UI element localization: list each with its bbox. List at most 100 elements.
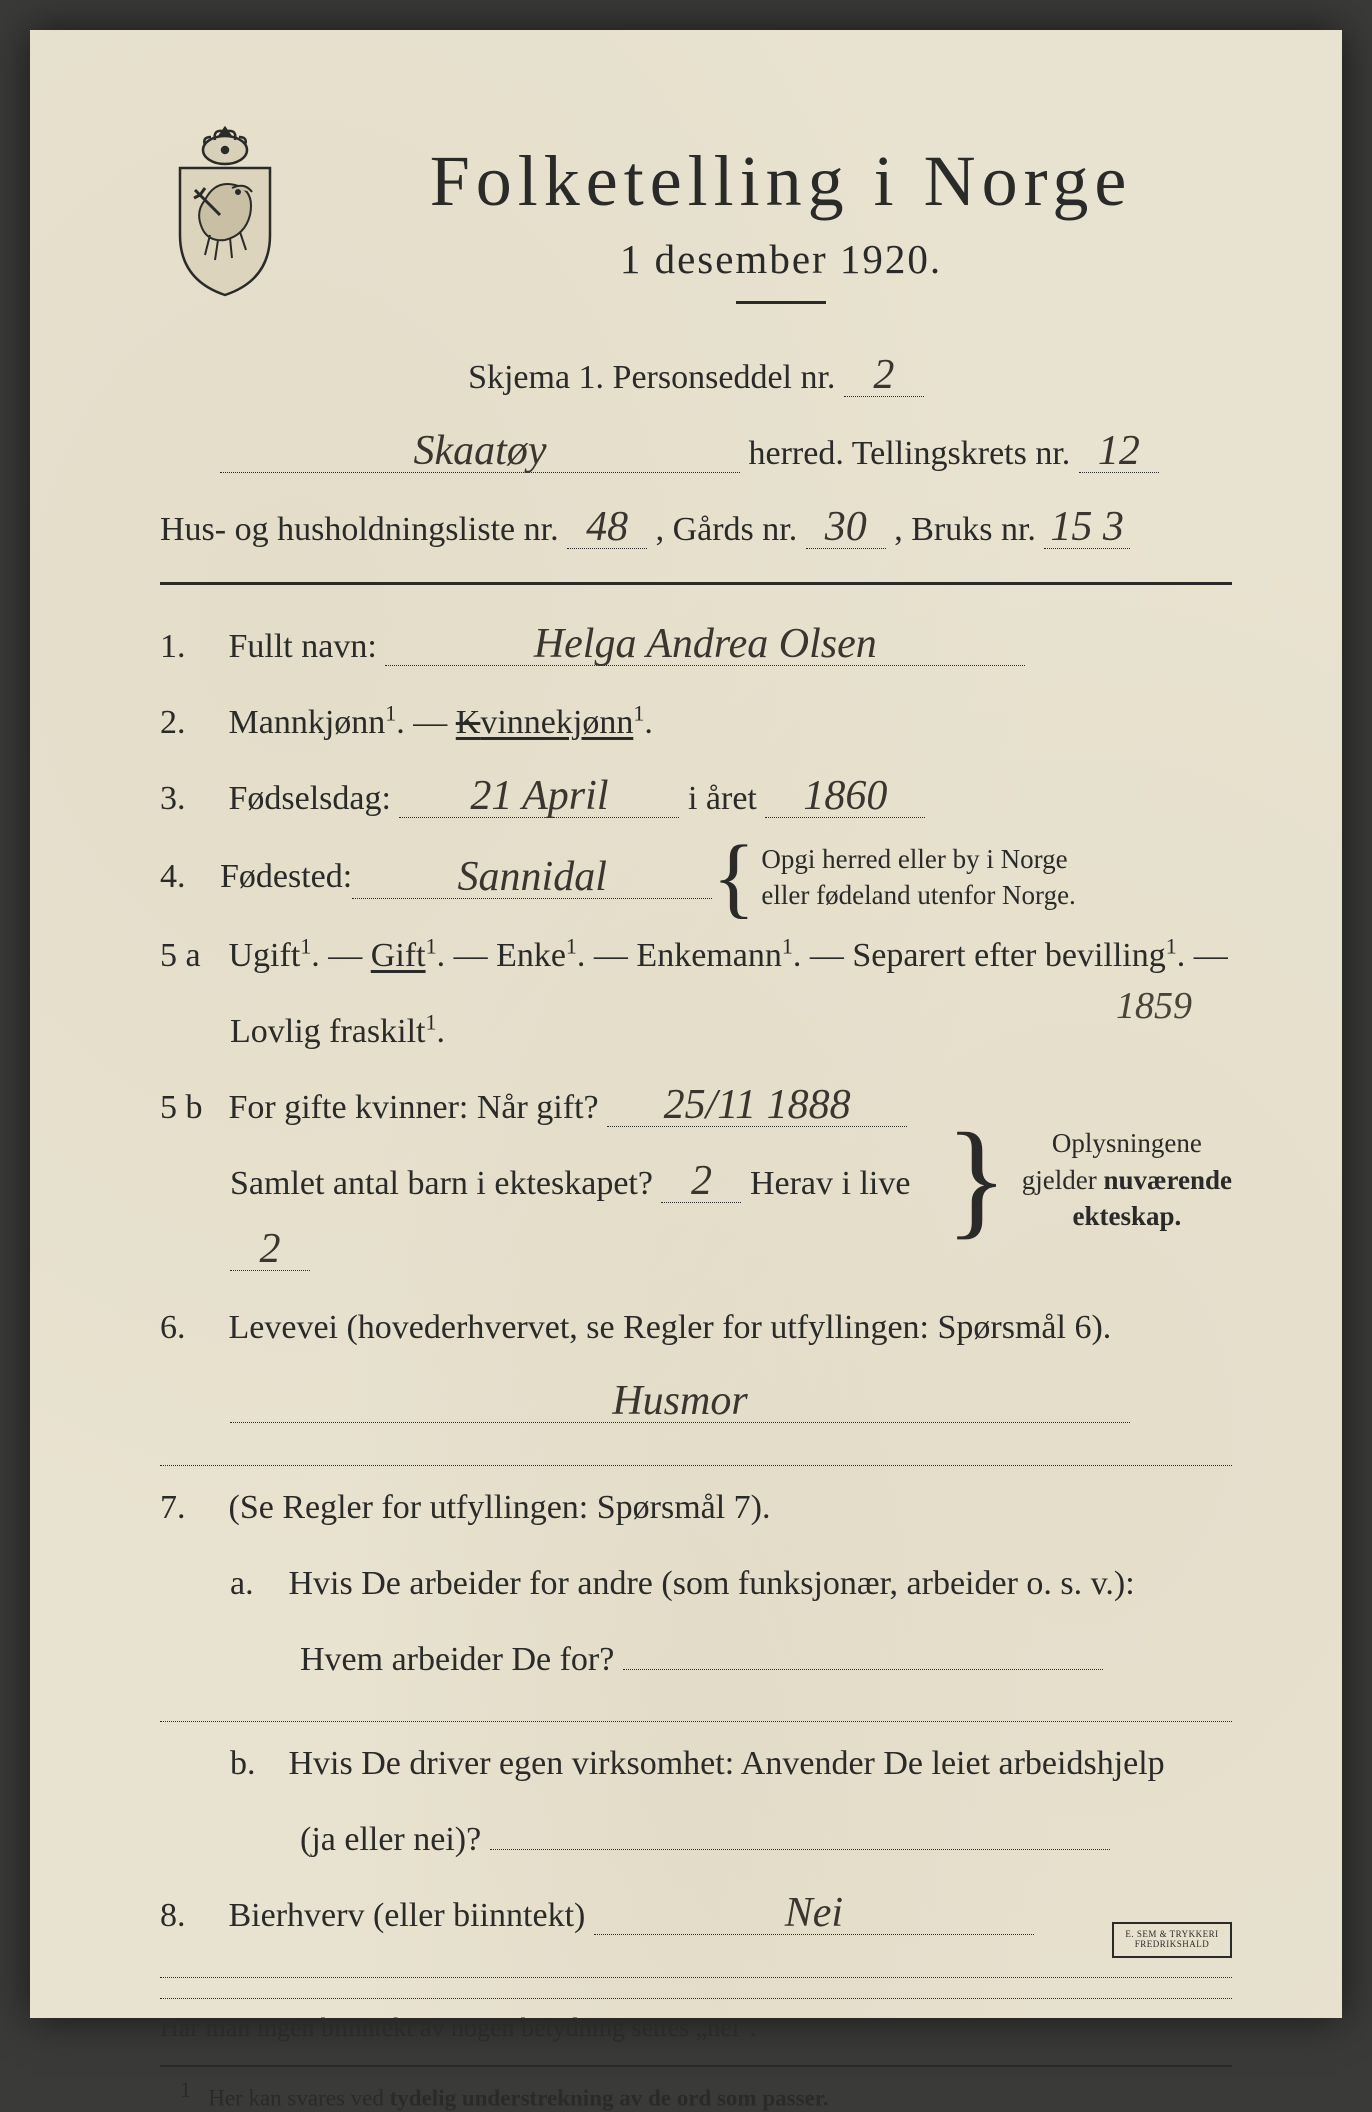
q5a-s3: 1	[566, 934, 577, 959]
herred-value: Skaatøy	[220, 430, 740, 473]
q5a-s5: 1	[1166, 934, 1177, 959]
q5b-alive-label: Herav i live	[750, 1165, 911, 1202]
q5a-gift: Gift	[371, 937, 426, 974]
q2-dot1: .	[396, 704, 405, 741]
q4-line: 4. Fødested: Sannidal { Opgi herred elle…	[160, 841, 1232, 914]
q5a-lovlig: Lovlig fraskilt	[230, 1013, 425, 1050]
q8-value: Nei	[594, 1892, 1034, 1935]
q6-blank-line	[160, 1446, 1232, 1466]
q5b-n2: gjelder	[1022, 1165, 1097, 1195]
q5b-n4: ekteskap.	[1072, 1201, 1181, 1231]
footer-rule	[160, 2065, 1232, 2067]
q5b-left: 5 b For gifte kvinner: Når gift? 25/11 1…	[160, 1074, 931, 1286]
q3-num: 3.	[160, 765, 220, 833]
q5b-n3: nuværende	[1103, 1165, 1232, 1195]
q7-num: 7.	[160, 1474, 220, 1542]
printer-stamp: E. SEM & TRYKKERI FREDRIKSHALD	[1112, 1922, 1232, 1958]
gards-label: , Gårds nr.	[656, 511, 798, 548]
q8-line: 8. Bierhverv (eller biinntekt) Nei	[160, 1882, 1232, 1950]
title-block: Folketelling i Norge 1 desember 1920.	[330, 130, 1232, 334]
q7a-line: a. Hvis De arbeider for andre (som funks…	[160, 1550, 1232, 1618]
d2: —	[328, 937, 371, 974]
d5: —	[810, 937, 853, 974]
q4-num: 4.	[160, 843, 220, 911]
q7a-value	[623, 1669, 1103, 1670]
q1-line: 1. Fullt navn: Helga Andrea Olsen	[160, 613, 1232, 681]
q5b-children-label: Samlet antal barn i ekteskapet?	[230, 1165, 653, 1202]
q2-kvinne: Kvinnekjønn	[456, 704, 634, 741]
q5b-n1: Oplysningene	[1052, 1128, 1202, 1158]
q7-line: 7. (Se Regler for utfyllingen: Spørsmål …	[160, 1474, 1232, 1542]
q7a-blank	[160, 1702, 1232, 1722]
q5a-line2: Lovlig fraskilt1. 1859	[160, 998, 1232, 1066]
q7-label: (Se Regler for utfyllingen: Spørsmål 7).	[229, 1489, 771, 1526]
q8-blank-line	[160, 1958, 1232, 1978]
q5a-margin-year: 1859	[1116, 968, 1192, 1044]
personseddel-nr: 2	[844, 354, 924, 397]
q5a-ugift: Ugift	[229, 937, 301, 974]
q4-note: Opgi herred eller by i Norge eller fødel…	[761, 841, 1075, 914]
footer-hint: Har man ingen biinntekt av nogen betydni…	[160, 1998, 1232, 2043]
q4-note-wrap: { Opgi herred eller by i Norge eller fød…	[712, 841, 1076, 914]
bruks-nr: 15 3	[1044, 506, 1130, 549]
q2-mann: Mannkjønn	[229, 704, 386, 741]
q5a-enke: Enke	[496, 937, 566, 974]
q1-value: Helga Andrea Olsen	[385, 623, 1025, 666]
q7a-sub: Hvem arbeider De for?	[300, 1641, 614, 1678]
q5b-block: 5 b For gifte kvinner: Når gift? 25/11 1…	[160, 1074, 1232, 1286]
q4-note1: Opgi herred eller by i Norge	[761, 844, 1067, 874]
schema-label: Skjema 1. Personseddel nr.	[468, 359, 835, 396]
q4-value: Sannidal	[352, 856, 712, 899]
q2-vin: vinnekjønn	[480, 704, 633, 741]
q5b-num: 5 b	[160, 1074, 220, 1142]
printer-line2: FREDRIKSHALD	[1114, 1940, 1230, 1950]
q8-blank	[160, 1958, 1232, 1978]
q7b-sub: (ja eller nei)?	[300, 1821, 481, 1858]
q8-label: Bierhverv (eller biinntekt)	[229, 1897, 586, 1934]
q1-num: 1.	[160, 613, 220, 681]
q5a-s4: 1	[782, 934, 793, 959]
husliste-nr: 48	[567, 506, 647, 549]
footnote: 1 Her kan svares ved tydelig understrekn…	[160, 2077, 1232, 2112]
q5a-s1: 1	[300, 934, 311, 959]
q2-k: K	[456, 704, 481, 741]
tellingskrets-nr: 12	[1079, 430, 1159, 473]
d6: —	[1194, 937, 1228, 974]
q2-num: 2.	[160, 689, 220, 757]
herred-line: Skaatøy herred. Tellingskrets nr. 12	[160, 420, 1232, 488]
q1-label: Fullt navn:	[229, 628, 377, 665]
brace-icon: {	[712, 846, 755, 909]
q5b-note: Oplysningene gjelder nuværende ekteskap.	[1022, 1125, 1232, 1234]
q6-num: 6.	[160, 1294, 220, 1362]
q5b-label: For gifte kvinner: Når gift?	[229, 1089, 599, 1126]
q3-line: 3. Fødselsdag: 21 April i året 1860	[160, 765, 1232, 833]
q2-dot2: .	[644, 704, 653, 741]
q3-year-label: i året	[688, 780, 757, 817]
census-form-paper: Folketelling i Norge 1 desember 1920. Sk…	[30, 30, 1342, 2018]
d3: —	[454, 937, 497, 974]
d4: —	[594, 937, 637, 974]
q3-day: 21 April	[399, 775, 679, 818]
q6-line: 6. Levevei (hovederhvervet, se Regler fo…	[160, 1294, 1232, 1362]
q8-num: 8.	[160, 1882, 220, 1950]
q7a-blank-line	[160, 1702, 1232, 1722]
q2-sup1: 1	[385, 701, 396, 726]
q7b-text: Hvis De driver egen virksomhet: Anvender…	[289, 1745, 1165, 1782]
q4-note2: eller fødeland utenfor Norge.	[761, 880, 1075, 910]
q5a-num: 5 a	[160, 922, 220, 990]
footnote-text: Her kan svares ved tydelig understreknin…	[208, 2086, 828, 2111]
brace-icon-2: }	[945, 1134, 1007, 1225]
subtitle: 1 desember 1920.	[330, 235, 1232, 283]
q2-sup2: 1	[633, 701, 644, 726]
divider-top	[160, 582, 1232, 585]
header: Folketelling i Norge 1 desember 1920.	[160, 130, 1232, 334]
q7b-sub-line: (ja eller nei)?	[160, 1806, 1232, 1874]
q5a-s6: 1	[425, 1010, 436, 1035]
herred-label: herred. Tellingskrets nr.	[749, 435, 1071, 472]
q7b-line: b. Hvis De driver egen virksomhet: Anven…	[160, 1730, 1232, 1798]
q5a-line1: 5 a Ugift1. — Gift1. — Enke1. — Enkemann…	[160, 922, 1232, 990]
q7a-text: Hvis De arbeider for andre (som funksjon…	[289, 1565, 1135, 1602]
q5b-children-alive: 2	[230, 1228, 310, 1271]
q7a-sub-line: Hvem arbeider De for?	[160, 1626, 1232, 1694]
q7b-value	[490, 1849, 1110, 1850]
